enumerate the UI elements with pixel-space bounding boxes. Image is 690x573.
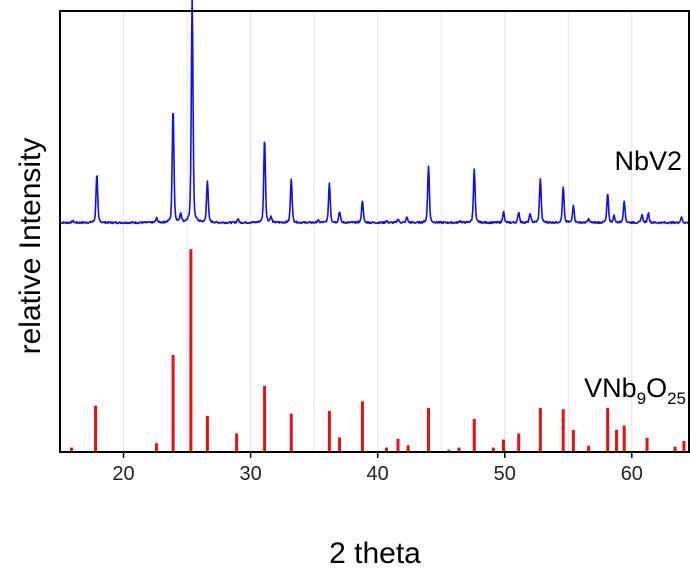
x-axis-title: 2 theta (329, 537, 421, 570)
x-tick-label: 40 (367, 463, 389, 485)
series-label-nbv2: NbV2 (614, 146, 682, 176)
series-label-vnb9o25: VNb9O25 (584, 373, 686, 408)
grid-lines (59, 11, 633, 452)
plot-frame (59, 10, 690, 453)
reference-sticks (69, 249, 686, 452)
series-label-vnb9o25-sub1: 9 (637, 389, 646, 408)
series-label-vnb9o25-sub2: 25 (667, 389, 686, 408)
series-label-vnb9o25-main: VNb (584, 373, 637, 403)
y-axis-title: relative Intensity (14, 138, 47, 355)
x-tick-label: 60 (621, 463, 643, 485)
x-tick-label: 50 (494, 463, 516, 485)
x-tick-label: 20 (112, 463, 134, 485)
series-line-nbv2 (59, 0, 690, 225)
x-tick-label: 30 (239, 463, 261, 485)
series-label-vnb9o25-mid: O (646, 373, 667, 403)
x-axis-ticks: 20 30 40 50 60 (112, 452, 643, 485)
